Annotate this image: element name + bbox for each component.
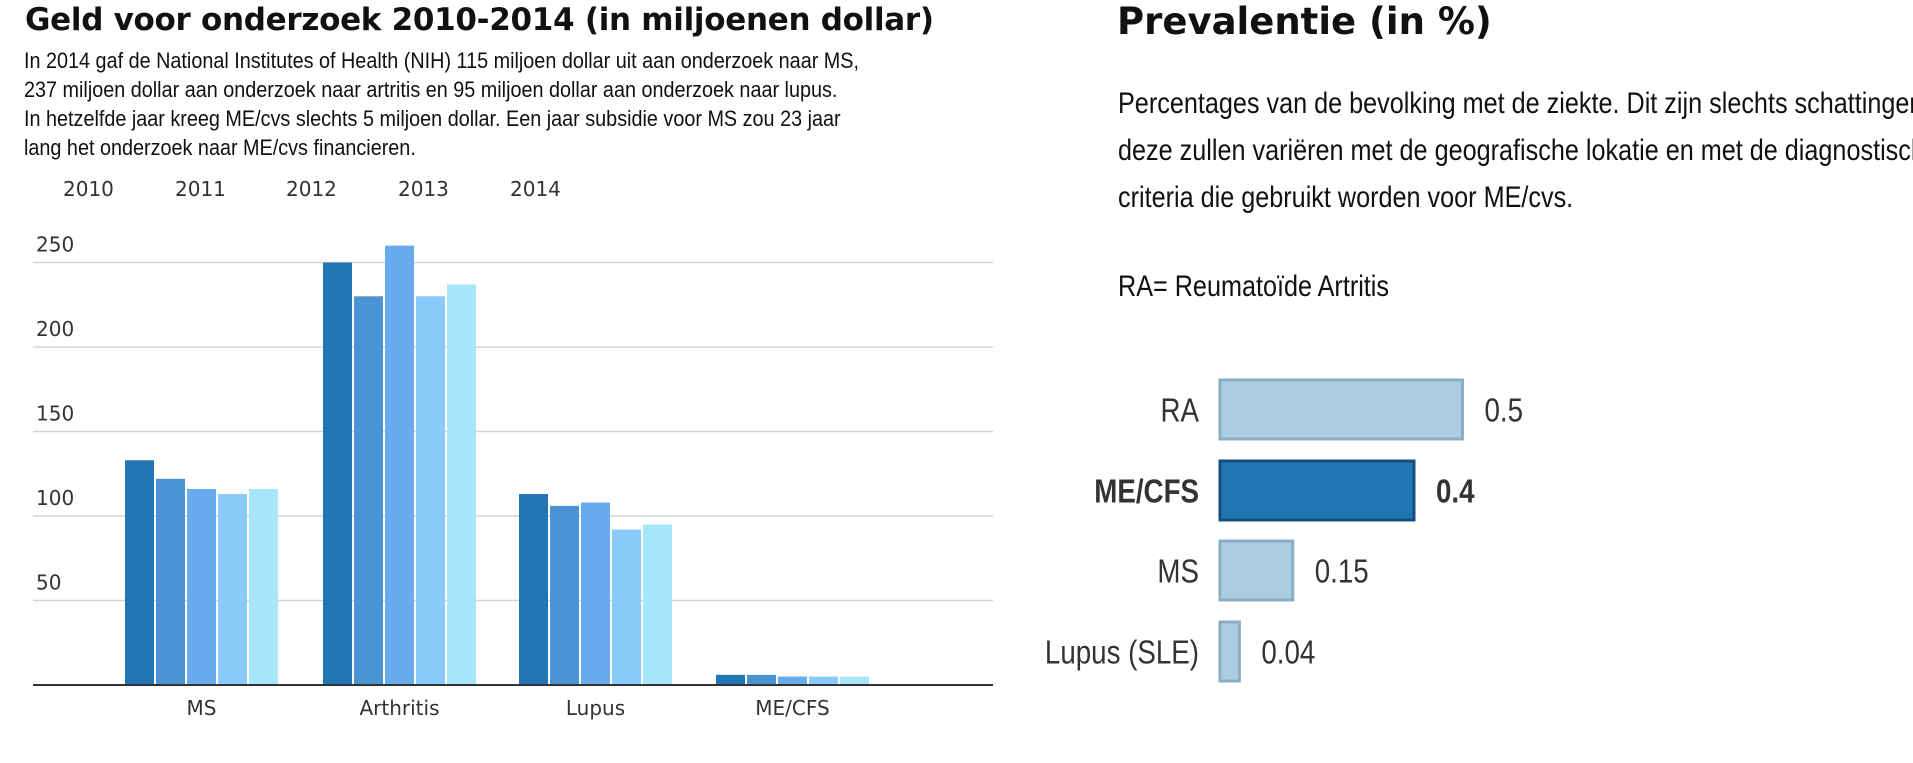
abbreviation-note: RA= Reumatoïde Artritis [1118, 270, 1390, 303]
prevalence-bar-MS [1218, 539, 1295, 602]
prevalence-bar-Lupus (SLE) [1218, 620, 1241, 683]
prevalence-value-label: 0.4 [1436, 473, 1475, 510]
bar-Lupus-2010 [519, 494, 548, 685]
bar-Lupus-2013 [612, 529, 641, 685]
bar-ME/CFS-2014 [840, 676, 869, 685]
bar-Lupus-2014 [643, 524, 672, 685]
bar-Lupus-2012 [581, 502, 610, 685]
legend-label-2010: 2010 [63, 177, 114, 201]
x-category-label: ME/CFS [755, 696, 829, 720]
y-tick-label: 200 [36, 317, 74, 341]
prevalence-bar-ME/CFS [1218, 459, 1416, 522]
prevalence-value-label: 0.04 [1261, 634, 1315, 671]
bar-ME/CFS-2010 [716, 674, 745, 685]
prevalence-chart-title: Prevalentie (in %) [1117, 0, 1492, 43]
y-tick-label: 250 [36, 233, 74, 257]
bar-ME/CFS-2011 [747, 674, 776, 685]
bar-MS-2011 [156, 478, 185, 685]
y-tick-label: 100 [36, 486, 74, 510]
funding-description-line: 237 miljoen dollar aan onderzoek naar ar… [24, 77, 838, 102]
prevalence-description-line: deze zullen variëren met de geografische… [1118, 134, 1913, 167]
bar-Arthritis-2014 [447, 284, 476, 685]
funding-bar-chart: 2010 2011 2012 2013 2014 50 100 150 200 250 MS Arth… [33, 177, 993, 720]
funding-chart-description: In 2014 gaf de National Institutes of He… [24, 46, 984, 162]
prevalence-description-line: Percentages van de bevolking met de ziek… [1118, 87, 1913, 120]
prevalence-description-line: criteria die gebruikt worden voor ME/cvs… [1118, 181, 1574, 214]
prevalence-description: Percentages van de bevolking met de ziek… [1118, 80, 1913, 221]
bar-MS-2012 [187, 488, 216, 685]
prevalence-category-label: Lupus (SLE) [1045, 634, 1199, 671]
prevalence-category-label: RA [1160, 392, 1199, 429]
legend-label-2014: 2014 [510, 177, 561, 201]
funding-chart-title: Geld voor onderzoek 2010-2014 (in miljoe… [25, 2, 934, 38]
x-category-label: Arthritis [359, 696, 439, 720]
bar-ME/CFS-2012 [778, 676, 807, 685]
funding-description-line: lang het onderzoek naar ME/cvs financier… [24, 135, 416, 160]
prevalence-bar-RA [1218, 378, 1464, 441]
y-tick-label: 150 [36, 402, 74, 426]
bar-Lupus-2011 [550, 505, 579, 685]
bar-MS-2014 [249, 488, 278, 685]
prevalence-value-label: 0.15 [1315, 553, 1369, 590]
x-category-label: MS [187, 696, 217, 720]
bar-Arthritis-2010 [323, 262, 352, 685]
bar-ME/CFS-2013 [809, 676, 838, 685]
legend-label-2011: 2011 [175, 177, 226, 201]
prevalence-category-label: ME/CFS [1094, 473, 1199, 510]
y-tick-label: 50 [36, 571, 61, 595]
legend-label-2012: 2012 [286, 177, 337, 201]
bar-MS-2010 [125, 460, 154, 685]
funding-description-line: In 2014 gaf de National Institutes of He… [24, 48, 860, 73]
bar-MS-2013 [218, 494, 247, 685]
bar-Arthritis-2012 [385, 245, 414, 685]
funding-description-line: In hetzelfde jaar kreeg ME/cvs slechts 5… [24, 106, 841, 131]
prevalence-value-label: 0.5 [1485, 392, 1524, 429]
bar-Arthritis-2011 [354, 296, 383, 685]
x-category-label: Lupus [566, 696, 625, 720]
legend-label-2013: 2013 [398, 177, 449, 201]
prevalence-category-label: MS [1157, 553, 1199, 590]
bar-Arthritis-2013 [416, 296, 445, 685]
